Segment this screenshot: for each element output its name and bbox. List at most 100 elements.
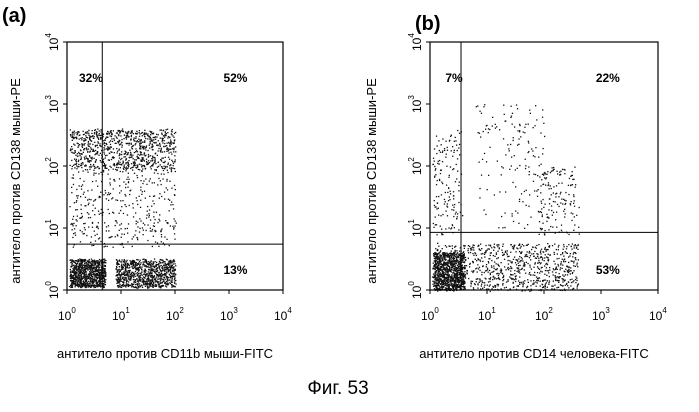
scatter-point: [94, 240, 97, 242]
scatter-point: [88, 276, 90, 278]
scatter-point: [441, 260, 443, 262]
scatter-point: [457, 270, 459, 272]
scatter-point: [533, 282, 535, 284]
scatter-point: [441, 284, 443, 286]
scatter-point: [451, 209, 453, 211]
scatter-point: [69, 259, 71, 261]
scatter-point: [123, 279, 125, 282]
scatter-point: [441, 276, 444, 278]
scatter-point: [133, 282, 135, 284]
scatter-point: [96, 152, 98, 154]
scatter-point: [137, 263, 139, 265]
scatter-point: [564, 279, 566, 281]
scatter-point: [102, 267, 104, 269]
scatter-point: [125, 162, 127, 164]
scatter-point: [510, 261, 512, 263]
scatter-point: [92, 278, 95, 280]
panel-label: (b): [415, 13, 441, 35]
scatter-point: [76, 220, 78, 222]
scatter-point: [525, 261, 527, 263]
scatter-point: [433, 253, 435, 255]
scatter-point: [567, 265, 569, 268]
scatter-point: [556, 287, 558, 289]
scatter-point: [72, 270, 74, 272]
scatter-point: [489, 245, 492, 247]
scatter-point: [74, 278, 76, 280]
scatter-point: [162, 266, 164, 268]
scatter-point: [114, 135, 116, 137]
scatter-point: [82, 285, 84, 287]
scatter-point: [134, 270, 137, 273]
scatter-point: [75, 271, 77, 273]
scatter-point: [535, 281, 537, 283]
scatter-point: [434, 206, 436, 208]
scatter-point: [127, 134, 129, 136]
scatter-point: [138, 135, 141, 137]
scatter-point: [80, 266, 82, 269]
scatter-point: [83, 266, 85, 269]
scatter-point: [133, 163, 136, 165]
scatter-point: [485, 278, 487, 280]
scatter-point: [461, 278, 463, 280]
scatter-point: [148, 286, 150, 288]
scatter-point: [470, 283, 472, 285]
scatter-point: [459, 275, 461, 278]
scatter-point: [473, 270, 475, 272]
scatter-point: [512, 278, 514, 280]
scatter-point: [92, 148, 94, 150]
scatter-point: [164, 131, 166, 133]
scatter-point: [569, 255, 571, 257]
scatter-point: [106, 154, 108, 156]
scatter-point: [439, 262, 441, 264]
scatter-point: [143, 190, 146, 192]
scatter-point: [451, 263, 453, 265]
scatter-point: [103, 274, 105, 276]
scatter-point: [92, 137, 94, 139]
scatter-point: [108, 152, 111, 155]
scatter-point: [463, 261, 465, 264]
scatter-point: [103, 272, 105, 274]
scatter-point: [110, 132, 112, 134]
scatter-point: [443, 277, 446, 279]
scatter-point: [555, 248, 557, 251]
scatter-point: [444, 282, 446, 285]
scatter-point: [72, 218, 74, 220]
scatter-point: [511, 261, 513, 263]
scatter-point: [166, 148, 168, 151]
scatter-point: [125, 277, 127, 279]
scatter-point: [93, 150, 95, 152]
scatter-point: [144, 283, 146, 286]
scatter-point: [436, 282, 438, 284]
scatter-point: [100, 240, 102, 243]
scatter-point: [173, 132, 176, 135]
scatter-point: [104, 148, 106, 150]
scatter-point: [132, 166, 134, 168]
scatter-point: [91, 132, 93, 135]
scatter-point: [92, 284, 94, 286]
scatter-point: [573, 260, 575, 262]
scatter-point: [167, 222, 169, 225]
scatter-point: [161, 278, 163, 280]
scatter-point: [154, 284, 157, 286]
scatter-point: [173, 148, 175, 150]
scatter-point: [151, 140, 153, 143]
scatter-point: [553, 288, 556, 290]
scatter-point: [472, 244, 474, 246]
scatter-point: [461, 280, 463, 283]
scatter-point: [125, 135, 127, 137]
scatter-point: [155, 264, 157, 266]
scatter-point: [442, 282, 445, 285]
scatter-point: [457, 129, 459, 132]
scatter-point: [109, 135, 111, 137]
scatter-point: [548, 259, 550, 261]
scatter-point: [86, 137, 89, 139]
scatter-point: [565, 248, 568, 250]
scatter-point: [148, 214, 150, 217]
scatter-point: [168, 245, 170, 247]
scatter-point: [90, 272, 92, 275]
scatter-point: [544, 284, 546, 287]
scatter-point: [457, 256, 460, 258]
scatter-point: [74, 284, 77, 287]
scatter-point: [155, 142, 157, 144]
scatter-point: [445, 156, 447, 158]
